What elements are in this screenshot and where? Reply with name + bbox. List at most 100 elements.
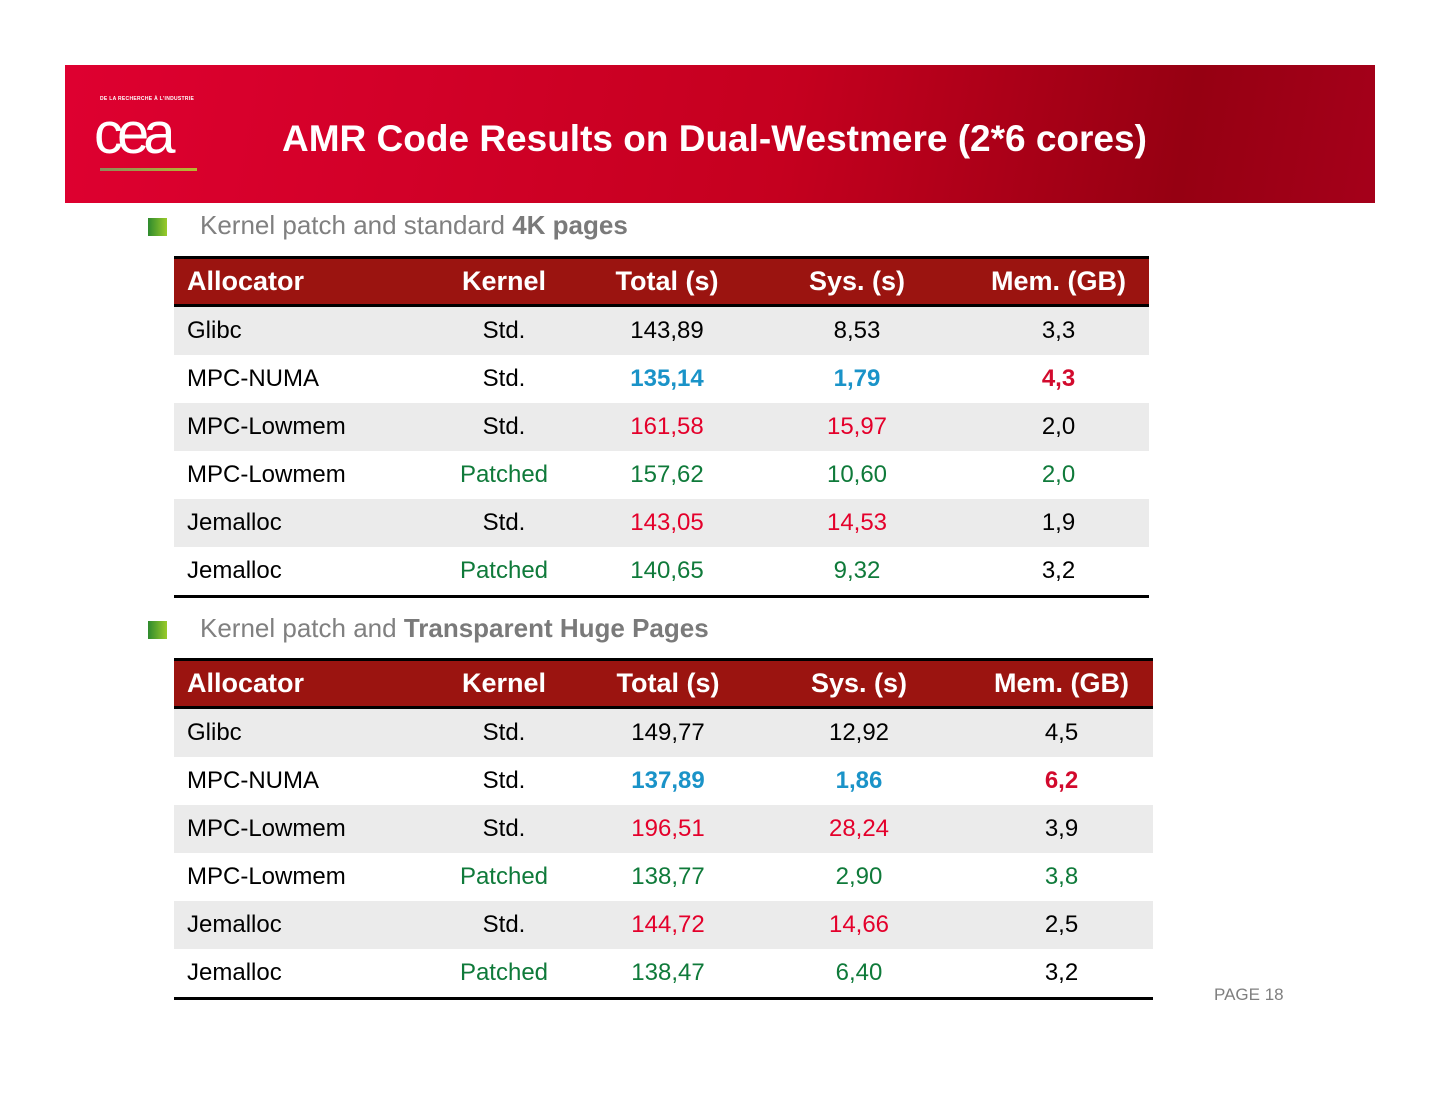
cell: MPC-Lowmem (187, 461, 346, 488)
bullet-text: Kernel patch and Transparent Huge Pages (200, 613, 709, 644)
cell: 15,97 (746, 403, 968, 451)
cell: Std. (420, 901, 588, 949)
cell: Jemalloc (174, 901, 420, 949)
logo: cea (94, 101, 175, 166)
column-header: Total (s) (588, 257, 746, 307)
cell: 143,89 (588, 305, 746, 355)
cell: 12,92 (748, 707, 970, 757)
bullet-bold: 4K pages (512, 210, 628, 240)
cell: Std. (482, 365, 526, 392)
cell: 6,40 (835, 959, 883, 986)
table-row: MPC-Lowmem Patched 157,62 10,60 2,0 (174, 451, 1149, 499)
bullet-square (148, 218, 167, 236)
bullet-plain: Kernel patch and standard (200, 210, 513, 240)
cell: 140,65 (630, 557, 704, 584)
cell: 14,66 (748, 901, 970, 949)
table-row: Glibc Std. 143,89 8,53 3,3 (174, 305, 1149, 355)
table-row: Glibc Std. 149,77 12,92 4,5 (174, 707, 1153, 757)
cell: 10,60 (826, 461, 888, 488)
header-row: Allocator Kernel Total (s) Sys. (s) Mem. (GB… (174, 257, 1149, 307)
title: AMR Code Results on Dual-Westmere (2*6 c… (282, 118, 1147, 159)
column-header: Allocator (174, 257, 420, 307)
cell: Glibc (174, 707, 420, 757)
cell: 1,79 (833, 365, 881, 392)
cell: 2,5 (970, 901, 1153, 949)
cell: 9,32 (833, 557, 881, 584)
bullet-text: Kernel patch and standard 4K pages (200, 210, 628, 241)
page-number: PAGE 18 (1214, 985, 1284, 1004)
cell: MPC-NUMA (187, 365, 319, 392)
cell: Patched (459, 863, 549, 890)
cell: 3,8 (1044, 863, 1079, 890)
table-row: Jemalloc Std. 144,72 14,66 2,5 (174, 901, 1153, 949)
cell: MPC-Lowmem (187, 863, 346, 890)
cell: 4,3 (1041, 365, 1076, 392)
cell: 3,9 (970, 805, 1153, 853)
table-row: MPC-Lowmem Patched 138,77 2,90 3,8 (174, 853, 1153, 901)
cell: Jemalloc (174, 499, 420, 547)
logo-caption: DE LA RECHERCHE À L'INDUSTRIE (100, 96, 195, 102)
cell: 2,0 (968, 403, 1149, 451)
cell: Jemalloc (187, 959, 282, 986)
table-row: Jemalloc Patched 138,47 6,40 3,2 (174, 949, 1153, 999)
cell: Patched (459, 557, 549, 584)
bullet-bold: Transparent Huge Pages (403, 613, 709, 643)
cell: MPC-Lowmem (174, 403, 420, 451)
bullet-plain: Kernel patch and (200, 613, 404, 643)
cell: 1,9 (968, 499, 1149, 547)
header-row: Allocator Kernel Total (s) Sys. (s) Mem. (GB… (174, 659, 1153, 709)
results-table: Allocator Kernel Total (s) Sys. (s) Mem. (GB… (174, 658, 1153, 1000)
cell: 149,77 (588, 707, 748, 757)
table-row: MPC-NUMA Std. 137,89 1,86 6,2 (174, 757, 1153, 805)
cell: 14,53 (746, 499, 968, 547)
table-row: MPC-Lowmem Std. 196,51 28,24 3,9 (174, 805, 1153, 853)
bullet-square (148, 621, 167, 639)
column-header: Kernel (420, 257, 588, 307)
cell: Std. (420, 805, 588, 853)
column-header: Sys. (s) (748, 659, 970, 709)
cell: 135,14 (630, 365, 704, 392)
cell: 4,5 (970, 707, 1153, 757)
cell: Std. (420, 305, 588, 355)
column-header: Kernel (420, 659, 588, 709)
cell: Patched (459, 461, 549, 488)
column-header: Sys. (s) (746, 257, 968, 307)
cell: 8,53 (746, 305, 968, 355)
cell: 3,3 (968, 305, 1149, 355)
cell: Jemalloc (187, 557, 282, 584)
cell: Patched (459, 959, 549, 986)
cell: 3,2 (1044, 959, 1079, 986)
table-row: MPC-Lowmem Std. 161,58 15,97 2,0 (174, 403, 1149, 451)
cell: 138,47 (631, 959, 705, 986)
cell: MPC-Lowmem (174, 805, 420, 853)
cell: Std. (420, 499, 588, 547)
cell: 137,89 (631, 767, 705, 794)
cell: 2,0 (1041, 461, 1076, 488)
column-header: Allocator (174, 659, 420, 709)
table-row: MPC-NUMA Std. 135,14 1,79 4,3 (174, 355, 1149, 403)
table-row: Jemalloc Patched 140,65 9,32 3,2 (174, 547, 1149, 597)
cell: 144,72 (588, 901, 748, 949)
cell: MPC-NUMA (187, 767, 319, 794)
cell: 157,62 (630, 461, 704, 488)
column-header: Mem. (GB) (970, 659, 1153, 709)
cell: 1,86 (835, 767, 883, 794)
cell: Std. (420, 403, 588, 451)
cell: 6,2 (1044, 767, 1079, 794)
cell: 161,58 (588, 403, 746, 451)
column-header: Total (s) (588, 659, 748, 709)
table-row: Jemalloc Std. 143,05 14,53 1,9 (174, 499, 1149, 547)
logo-line (100, 168, 197, 171)
cell: Glibc (174, 305, 420, 355)
column-header: Mem. (GB) (968, 257, 1149, 307)
header-band (65, 65, 1375, 203)
cell: 143,05 (588, 499, 746, 547)
results-table: Allocator Kernel Total (s) Sys. (s) Mem. (GB… (174, 256, 1149, 598)
cell: 138,77 (631, 863, 705, 890)
cell: Std. (482, 767, 526, 794)
cell: 28,24 (748, 805, 970, 853)
cell: Std. (420, 707, 588, 757)
cell: 3,2 (1041, 557, 1076, 584)
cell: 2,90 (835, 863, 883, 890)
